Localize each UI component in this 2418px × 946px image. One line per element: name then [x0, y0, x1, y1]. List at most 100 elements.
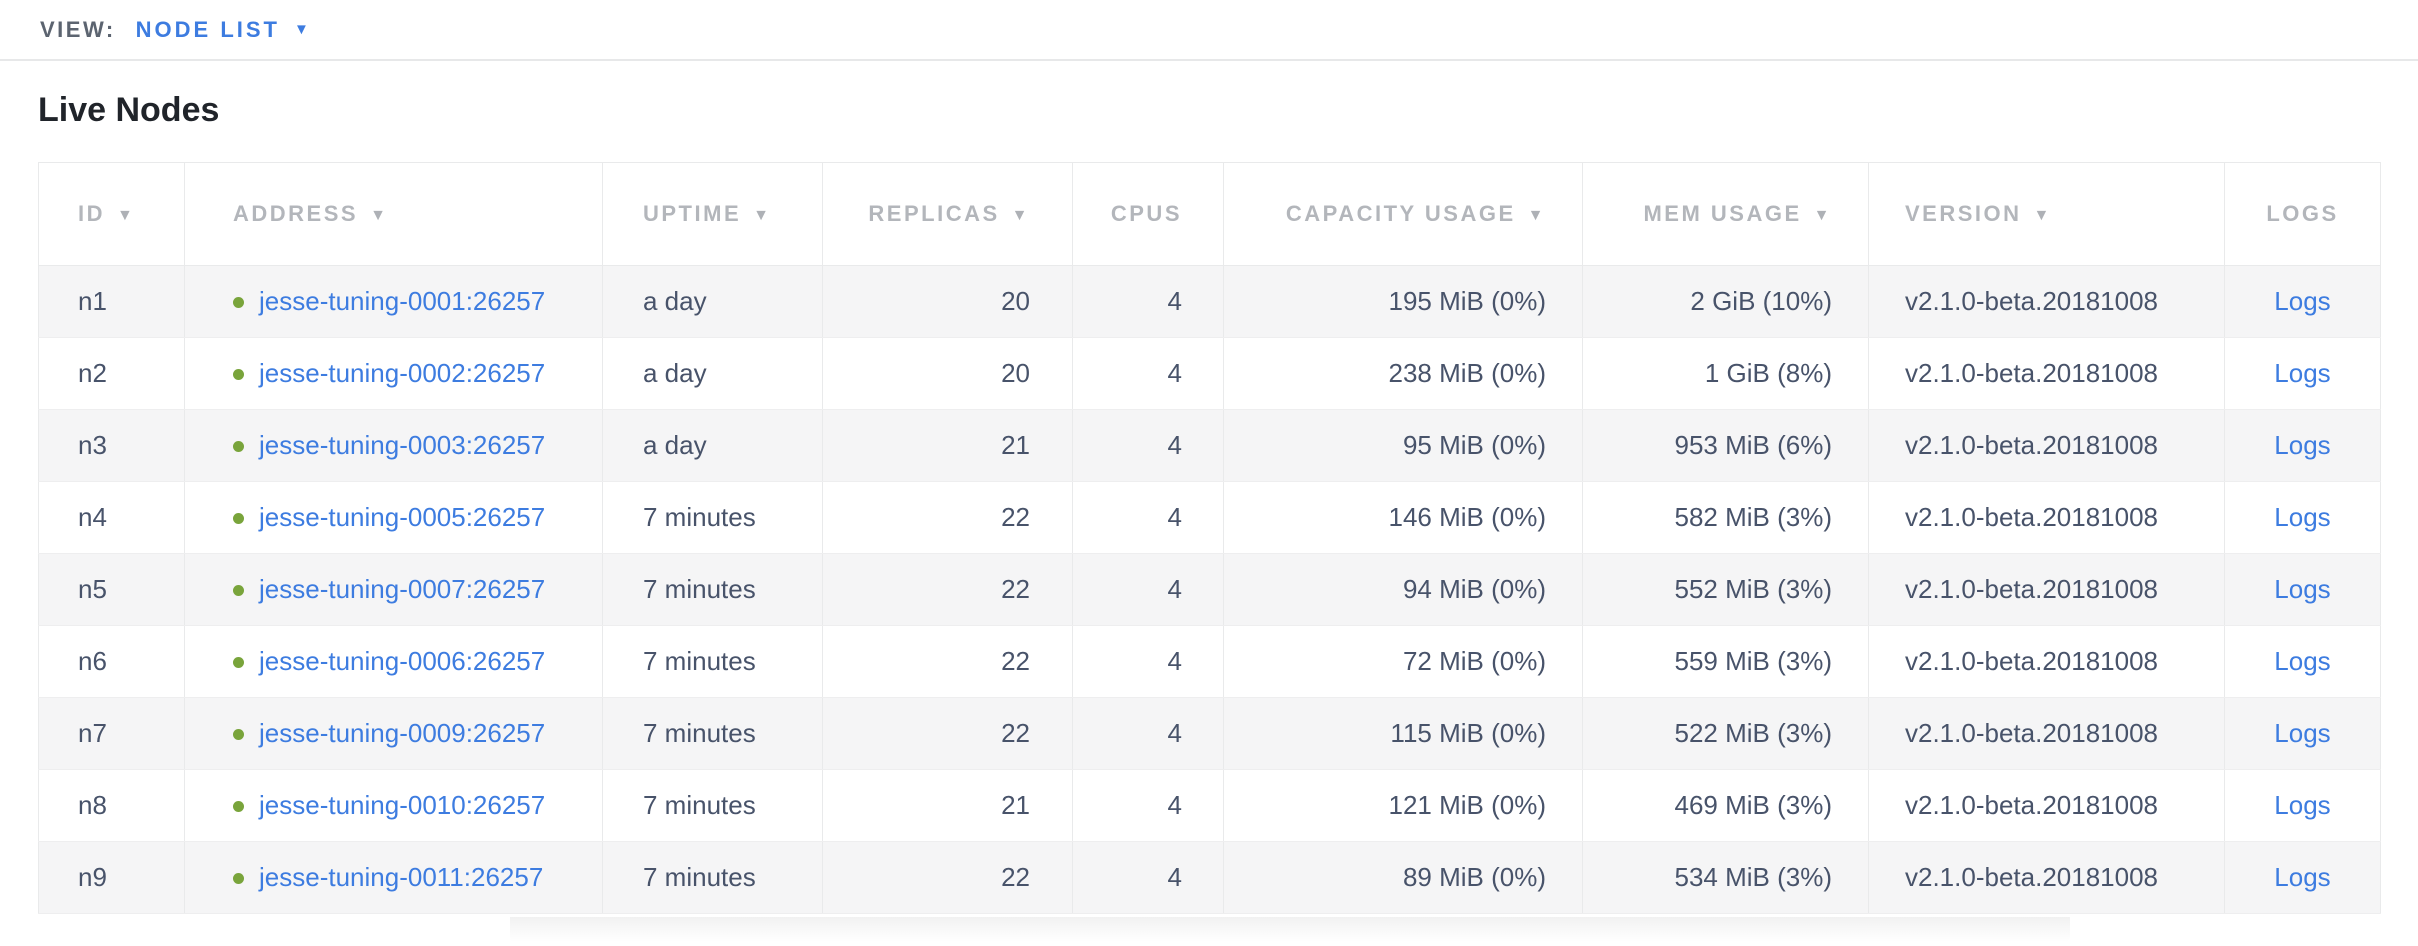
- node-address-link[interactable]: jesse-tuning-0006:26257: [259, 646, 546, 676]
- column-header-mem-usage[interactable]: MEM USAGE ▼: [1582, 162, 1869, 266]
- node-healthy-icon: [233, 801, 244, 812]
- node-healthy-icon: [233, 369, 244, 380]
- sort-desc-icon: ▼: [1813, 207, 1832, 224]
- table-row: n3 jesse-tuning-0003:26257 a day 21 4 95…: [38, 409, 2381, 482]
- live-nodes-table-container: ID ▼ ADDRESS ▼ UPTIME ▼ REPLICAS ▼ CPUS CAPA…: [38, 162, 2381, 914]
- node-cpus-cell: 4: [1072, 625, 1224, 698]
- node-healthy-icon: [233, 513, 244, 524]
- view-bar: VIEW: NODE LIST ▼: [0, 0, 2418, 61]
- node-version-cell: v2.1.0-beta.20181008: [1868, 697, 2225, 770]
- node-address-link[interactable]: jesse-tuning-0007:26257: [259, 574, 546, 604]
- node-address-cell: jesse-tuning-0001:26257: [184, 265, 603, 338]
- live-nodes-table: ID ▼ ADDRESS ▼ UPTIME ▼ REPLICAS ▼ CPUS CAPA…: [38, 162, 2381, 914]
- node-healthy-icon: [233, 657, 244, 668]
- node-address-link[interactable]: jesse-tuning-0005:26257: [259, 502, 546, 532]
- table-row: n4 jesse-tuning-0005:26257 7 minutes 22 …: [38, 481, 2381, 554]
- node-mem-cell: 552 MiB (3%): [1582, 553, 1869, 626]
- node-healthy-icon: [233, 441, 244, 452]
- chevron-down-icon: ▼: [294, 21, 309, 38]
- sort-desc-icon: ▼: [753, 207, 772, 224]
- logs-link[interactable]: Logs: [2274, 718, 2331, 748]
- node-capacity-cell: 94 MiB (0%): [1223, 553, 1583, 626]
- node-version-cell: v2.1.0-beta.20181008: [1868, 481, 2225, 554]
- node-healthy-icon: [233, 585, 244, 596]
- node-logs-cell: Logs: [2224, 337, 2381, 410]
- node-mem-cell: 582 MiB (3%): [1582, 481, 1869, 554]
- node-replicas-cell: 22: [822, 697, 1073, 770]
- logs-link[interactable]: Logs: [2274, 358, 2331, 388]
- column-header-address[interactable]: ADDRESS ▼: [184, 162, 603, 266]
- node-capacity-cell: 238 MiB (0%): [1223, 337, 1583, 410]
- node-mem-cell: 534 MiB (3%): [1582, 841, 1869, 914]
- node-logs-cell: Logs: [2224, 697, 2381, 770]
- node-address-cell: jesse-tuning-0002:26257: [184, 337, 603, 410]
- node-address-cell: jesse-tuning-0005:26257: [184, 481, 603, 554]
- node-address-link[interactable]: jesse-tuning-0003:26257: [259, 430, 546, 460]
- table-header-row: ID ▼ ADDRESS ▼ UPTIME ▼ REPLICAS ▼ CPUS CAPA…: [38, 162, 2381, 266]
- node-replicas-cell: 21: [822, 409, 1073, 482]
- logs-link[interactable]: Logs: [2274, 502, 2331, 532]
- table-row: n1 jesse-tuning-0001:26257 a day 20 4 19…: [38, 265, 2381, 338]
- node-replicas-cell: 22: [822, 481, 1073, 554]
- node-version-cell: v2.1.0-beta.20181008: [1868, 841, 2225, 914]
- node-version-cell: v2.1.0-beta.20181008: [1868, 337, 2225, 410]
- node-address-cell: jesse-tuning-0006:26257: [184, 625, 603, 698]
- node-mem-cell: 522 MiB (3%): [1582, 697, 1869, 770]
- node-cpus-cell: 4: [1072, 697, 1224, 770]
- node-id-cell: n3: [38, 409, 185, 482]
- logs-link[interactable]: Logs: [2274, 790, 2331, 820]
- node-logs-cell: Logs: [2224, 769, 2381, 842]
- node-cpus-cell: 4: [1072, 265, 1224, 338]
- table-row: n5 jesse-tuning-0007:26257 7 minutes 22 …: [38, 553, 2381, 626]
- view-dropdown-value: NODE LIST: [135, 16, 280, 42]
- node-cpus-cell: 4: [1072, 553, 1224, 626]
- node-capacity-cell: 89 MiB (0%): [1223, 841, 1583, 914]
- node-id-cell: n6: [38, 625, 185, 698]
- node-cpus-cell: 4: [1072, 481, 1224, 554]
- view-dropdown[interactable]: NODE LIST ▼: [136, 17, 309, 43]
- node-uptime-cell: a day: [602, 265, 823, 338]
- sort-desc-icon: ▼: [370, 207, 389, 224]
- node-address-cell: jesse-tuning-0007:26257: [184, 553, 603, 626]
- logs-link[interactable]: Logs: [2274, 430, 2331, 460]
- node-uptime-cell: a day: [602, 337, 823, 410]
- node-replicas-cell: 22: [822, 841, 1073, 914]
- sort-desc-icon: ▼: [2033, 207, 2052, 224]
- node-cpus-cell: 4: [1072, 337, 1224, 410]
- node-cpus-cell: 4: [1072, 769, 1224, 842]
- node-version-cell: v2.1.0-beta.20181008: [1868, 769, 2225, 842]
- node-version-cell: v2.1.0-beta.20181008: [1868, 409, 2225, 482]
- node-id-cell: n7: [38, 697, 185, 770]
- node-address-link[interactable]: jesse-tuning-0009:26257: [259, 718, 546, 748]
- node-uptime-cell: 7 minutes: [602, 625, 823, 698]
- node-cpus-cell: 4: [1072, 841, 1224, 914]
- node-id-cell: n5: [38, 553, 185, 626]
- logs-link[interactable]: Logs: [2274, 646, 2331, 676]
- node-replicas-cell: 22: [822, 553, 1073, 626]
- column-header-version[interactable]: VERSION ▼: [1868, 162, 2225, 266]
- node-uptime-cell: 7 minutes: [602, 769, 823, 842]
- node-id-cell: n9: [38, 841, 185, 914]
- node-address-link[interactable]: jesse-tuning-0002:26257: [259, 358, 546, 388]
- node-address-cell: jesse-tuning-0011:26257: [184, 841, 603, 914]
- node-uptime-cell: 7 minutes: [602, 481, 823, 554]
- node-mem-cell: 1 GiB (8%): [1582, 337, 1869, 410]
- sort-desc-icon: ▼: [117, 207, 136, 224]
- node-uptime-cell: 7 minutes: [602, 697, 823, 770]
- node-address-link[interactable]: jesse-tuning-0011:26257: [259, 862, 544, 892]
- node-logs-cell: Logs: [2224, 841, 2381, 914]
- logs-link[interactable]: Logs: [2274, 286, 2331, 316]
- column-header-uptime[interactable]: UPTIME ▼: [602, 162, 823, 266]
- node-version-cell: v2.1.0-beta.20181008: [1868, 553, 2225, 626]
- column-header-replicas[interactable]: REPLICAS ▼: [822, 162, 1073, 266]
- node-version-cell: v2.1.0-beta.20181008: [1868, 625, 2225, 698]
- node-address-link[interactable]: jesse-tuning-0001:26257: [259, 286, 546, 316]
- column-header-id[interactable]: ID ▼: [38, 162, 185, 266]
- node-address-link[interactable]: jesse-tuning-0010:26257: [259, 790, 546, 820]
- logs-link[interactable]: Logs: [2274, 862, 2331, 892]
- table-row: n7 jesse-tuning-0009:26257 7 minutes 22 …: [38, 697, 2381, 770]
- node-mem-cell: 469 MiB (3%): [1582, 769, 1869, 842]
- node-replicas-cell: 20: [822, 265, 1073, 338]
- logs-link[interactable]: Logs: [2274, 574, 2331, 604]
- column-header-capacity-usage[interactable]: CAPACITY USAGE ▼: [1223, 162, 1583, 266]
